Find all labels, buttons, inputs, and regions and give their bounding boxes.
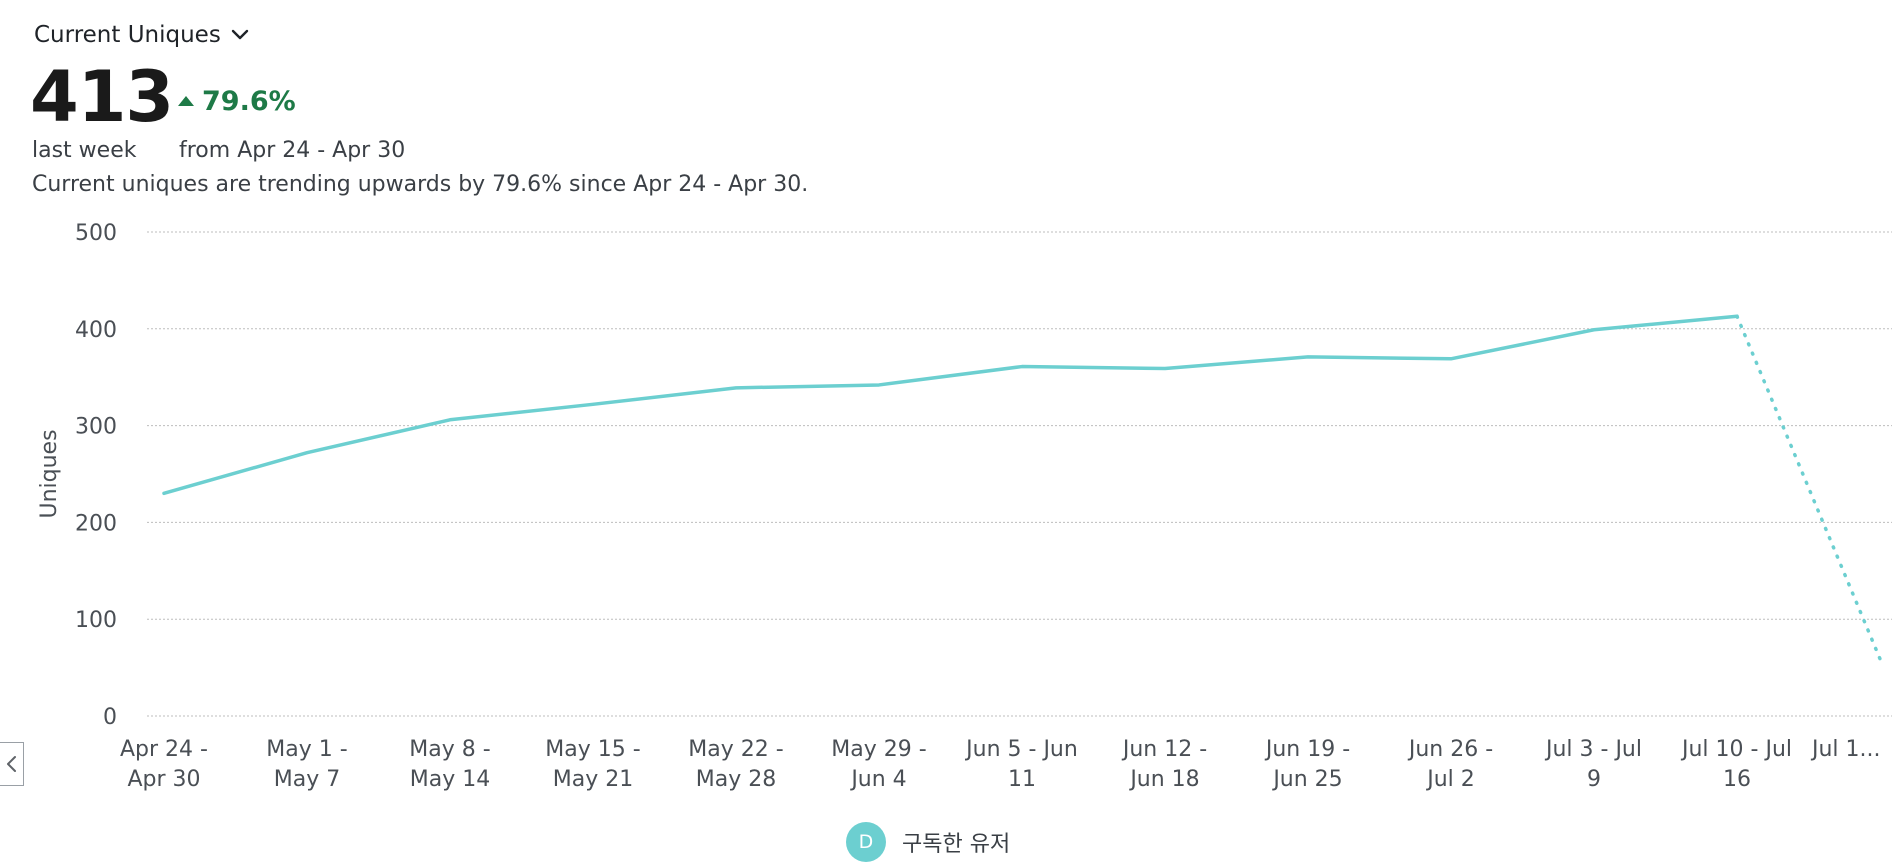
x-tick-label-line: May 29 - (831, 737, 926, 762)
y-axis-label: Uniques (37, 429, 62, 518)
x-tick-label-line: Jun 18 (1128, 767, 1199, 792)
metric-selector-label: Current Uniques (34, 22, 221, 48)
legend-label: 구독한 유저 (902, 832, 1011, 857)
x-tick-label: Jun 26 - Jul 2 (1407, 737, 1493, 792)
line-chart: 0 100 200 300 400 500 Uniques Apr 24 - Apr 30 May… (37, 221, 1892, 792)
x-tick-label-line: 11 (1008, 767, 1036, 792)
x-tick-label-line: Jun 4 (849, 767, 906, 792)
y-tick-label: 300 (75, 415, 117, 440)
x-tick-label-line: Jul 2 (1425, 767, 1475, 792)
x-tick-label: Jul 10 - Jul 16 (1680, 737, 1792, 792)
x-tick-label-line: May 7 (274, 767, 340, 792)
x-tick-label-line: Jul 3 - Jul (1544, 737, 1642, 762)
x-tick-label: May 29 - Jun 4 (831, 737, 926, 792)
x-tick-label-line: May 14 (410, 767, 490, 792)
period-label: last week (32, 138, 137, 163)
x-tick-label-line: Apr 24 - (120, 737, 208, 762)
y-tick-label: 500 (75, 221, 117, 246)
x-tick-label-line: May 15 - (545, 737, 640, 762)
compare-label: from Apr 24 - Apr 30 (179, 138, 406, 163)
y-tick-label: 100 (75, 608, 117, 633)
x-tick-label-line: Apr 30 (127, 767, 200, 792)
x-tick-label-line: Jul 10 - Jul (1680, 737, 1792, 762)
x-tick-label-line: Jun 12 - (1121, 737, 1207, 762)
x-tick-label: Jun 12 - Jun 18 (1121, 737, 1207, 792)
change-value: 79.6% (202, 86, 296, 117)
y-tick-label: 200 (75, 511, 117, 536)
x-tick-label: Jun 5 - Jun 11 (964, 737, 1078, 792)
x-tick-label: May 1 - May 7 (266, 737, 347, 792)
x-tick-label-line: 16 (1723, 767, 1751, 792)
x-tick-label: Apr 24 - Apr 30 (120, 737, 208, 792)
y-tick-label: 0 (103, 705, 117, 730)
y-tick-label: 400 (75, 318, 117, 343)
chevron-left-icon (6, 756, 16, 772)
series-line-incomplete (1735, 314, 1882, 661)
x-tick-label: Jul 3 - Jul 9 (1544, 737, 1642, 792)
x-tick-label: Jul 1... (1810, 737, 1881, 762)
metric-selector[interactable]: Current Uniques (34, 22, 249, 48)
x-tick-label-line: May 1 - (266, 737, 347, 762)
trend-summary: Current uniques are trending upwards by … (32, 172, 809, 197)
x-tick-label-line: May 21 (553, 767, 633, 792)
legend-marker: D (846, 822, 886, 862)
x-tick-label: Jun 19 - Jun 25 (1264, 737, 1350, 792)
x-tick-label: May 15 - May 21 (545, 737, 640, 792)
x-tick-label-line: May 22 - (688, 737, 783, 762)
x-tick-label-line: May 8 - (409, 737, 490, 762)
x-tick-label-line: 9 (1587, 767, 1601, 792)
scroll-left-button[interactable] (0, 742, 24, 786)
x-tick-label-line: Jul 1... (1810, 737, 1881, 762)
triangle-up-icon (178, 96, 194, 106)
x-tick-label-line: May 28 (696, 767, 776, 792)
x-tick-label-line: Jun 25 (1271, 767, 1342, 792)
series-line (162, 314, 1739, 496)
change-indicator: 79.6% (178, 86, 296, 117)
x-tick-label-line: Jun 26 - (1407, 737, 1493, 762)
x-tick-label-line: Jun 5 - Jun (964, 737, 1078, 762)
x-tick-label: May 8 - May 14 (409, 737, 490, 792)
legend[interactable]: D 구독한 유저 (846, 822, 1010, 862)
chevron-down-icon (231, 29, 249, 40)
metric-value: 413 (30, 56, 174, 138)
x-tick-label: May 22 - May 28 (688, 737, 783, 792)
x-tick-label-line: Jun 19 - (1264, 737, 1350, 762)
